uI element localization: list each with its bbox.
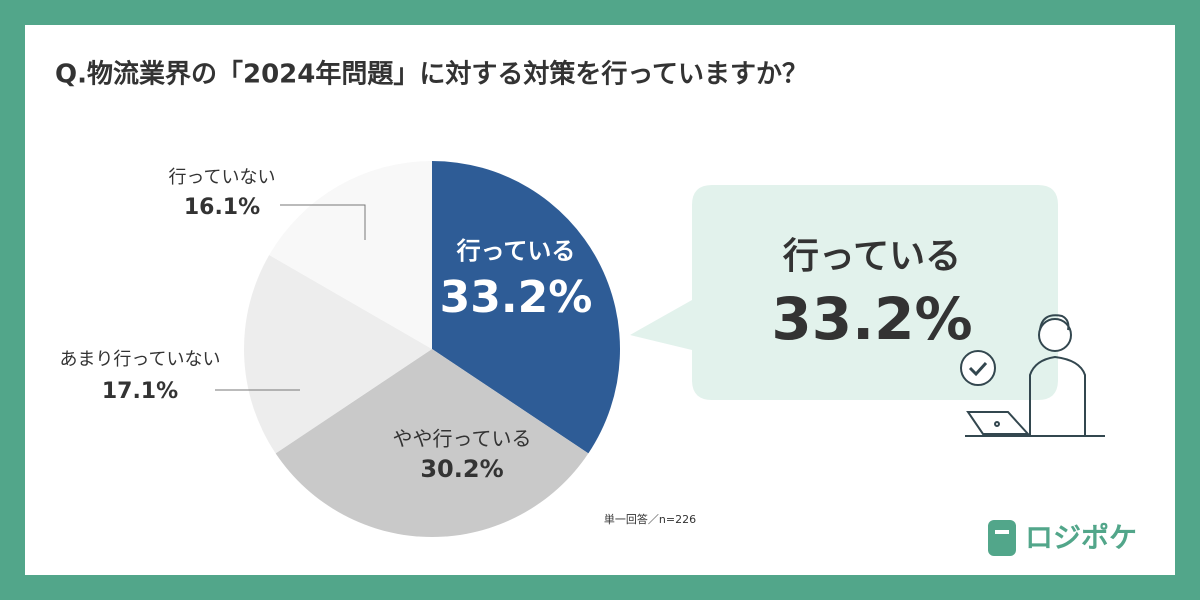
slice-label: あまり行っていない	[59, 349, 220, 370]
slice	[432, 161, 620, 454]
callout-value: 33.2%	[771, 285, 972, 353]
value-label: 30.2%	[420, 455, 503, 483]
slice	[269, 161, 432, 349]
leader-line	[280, 204, 366, 240]
slice-label: やや行っている	[393, 427, 532, 451]
value-label: 16.1%	[184, 195, 260, 220]
value-label: 17.1%	[102, 379, 178, 404]
chart-title: Q.物流業界の「2024年問題」に対する対策を行っていますか？	[55, 59, 808, 90]
note: 単一回答／n=226	[604, 512, 696, 526]
illustration	[960, 314, 1105, 437]
value-label: 33.2%	[440, 272, 593, 323]
slice-label: 行っている	[456, 237, 576, 265]
pie	[244, 161, 620, 537]
slice	[244, 255, 432, 454]
callout-bubble	[630, 185, 1058, 400]
slice	[275, 349, 589, 537]
logo: ロジポケ	[988, 520, 1137, 556]
brand: ロジポケ	[1025, 521, 1137, 554]
slice-label: 行っていない	[168, 167, 275, 188]
callout-label: 行っている	[783, 236, 961, 277]
